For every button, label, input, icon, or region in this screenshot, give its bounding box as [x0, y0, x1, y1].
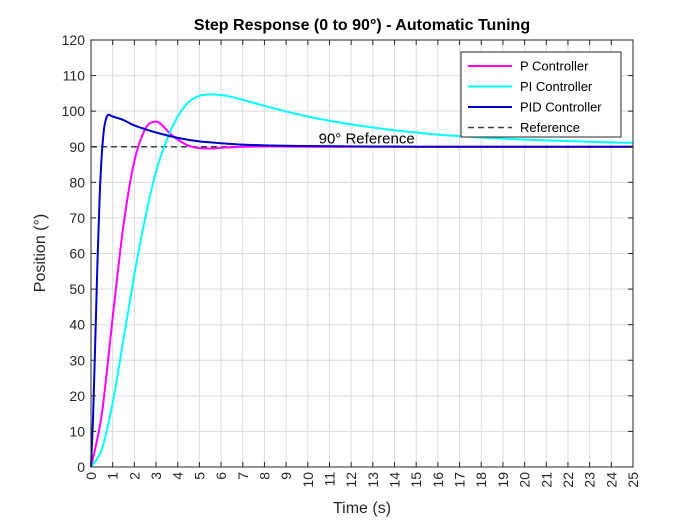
y-tick-label: 80	[69, 174, 85, 190]
axis-ticks	[90, 39, 634, 468]
x-tick-label: 11	[321, 472, 337, 487]
x-tick-label: 20	[517, 472, 533, 488]
x-tick-label: 4	[170, 472, 186, 480]
y-tick-label: 40	[69, 317, 85, 333]
y-tick-label: 30	[69, 352, 85, 368]
y-tick-label: 70	[69, 210, 85, 226]
x-tick-label: 18	[473, 472, 489, 488]
x-tick-label: 13	[365, 472, 381, 488]
x-tick-label: 21	[538, 472, 554, 488]
x-tick-label: 15	[408, 472, 424, 488]
x-tick-label: 16	[430, 472, 446, 488]
x-tick-label: 10	[300, 472, 316, 488]
x-tick-label: 17	[452, 472, 468, 488]
x-tick-label: 7	[235, 472, 251, 480]
y-tick-label: 110	[63, 68, 86, 84]
legend-label-reference: Reference	[520, 120, 580, 135]
y-axis-label: Position (°)	[32, 214, 49, 292]
y-tick-label: 50	[69, 281, 85, 297]
x-tick-label: 6	[213, 472, 229, 480]
series-line-pid-controller	[90, 113, 633, 468]
x-tick-label: 23	[582, 472, 598, 488]
x-tick-label: 5	[191, 472, 207, 480]
x-tick-label: 2	[126, 472, 142, 480]
legend-label-p-controller: P Controller	[520, 59, 589, 74]
x-tick-label: 19	[495, 472, 511, 488]
x-tick-label: 9	[278, 472, 294, 480]
chart-title: Step Response (0 to 90°) - Automatic Tun…	[194, 17, 530, 34]
reference-annotation: 90° Reference	[319, 131, 415, 148]
y-tick-label: 20	[69, 388, 85, 404]
x-tick-label: 25	[625, 472, 641, 488]
legend-label-pid-controller: PID Controller	[520, 100, 602, 115]
y-tick-label: 60	[69, 246, 85, 262]
x-tick-label: 0	[83, 472, 99, 480]
x-tick-label: 1	[105, 472, 121, 480]
x-tick-label: 14	[387, 472, 403, 488]
y-tick-label: 10	[69, 423, 85, 439]
legend-label-pi-controller: PI Controller	[520, 79, 593, 94]
x-tick-labels: 0 1 2 3 4 5 6 7 8 9 10 11 12 13 14 15 16 17 18 19 20 21 22 23 24…	[83, 472, 641, 488]
x-tick-label: 8	[256, 472, 272, 480]
y-tick-label: 90	[69, 139, 85, 155]
legend: P Controller PI Controller PID Controller R…	[460, 51, 622, 138]
y-tick-labels: 0 10 20 30 40 50 60 70 80 90 100 110 120	[62, 32, 86, 475]
y-tick-label: 0	[77, 459, 85, 475]
y-tick-label: 120	[62, 32, 86, 48]
y-tick-label: 100	[62, 103, 86, 119]
x-tick-label: 22	[560, 472, 576, 488]
series-line-pi-controller	[90, 93, 634, 468]
x-axis-label: Time (s)	[333, 500, 391, 517]
x-tick-label: 3	[148, 472, 164, 480]
series-lines	[90, 93, 634, 468]
x-tick-label: 24	[603, 472, 619, 488]
x-tick-label: 12	[343, 472, 359, 488]
